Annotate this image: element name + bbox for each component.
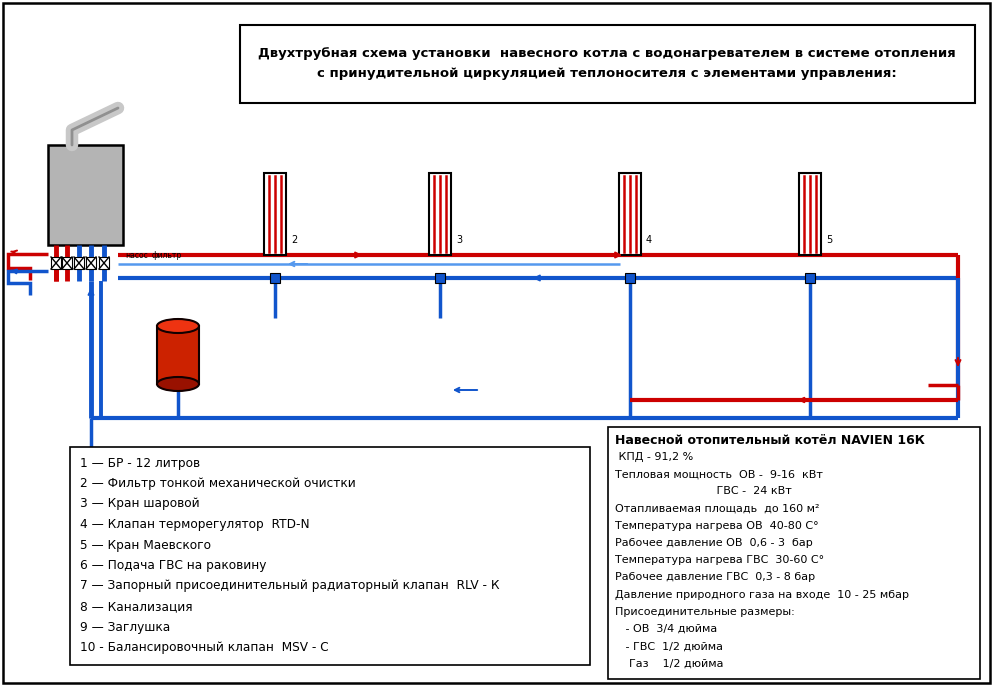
Bar bbox=[157, 326, 199, 384]
Text: MASTERGRAO: MASTERGRAO bbox=[413, 517, 566, 536]
Text: 6 — Подача ГВС на раковину: 6 — Подача ГВС на раковину bbox=[80, 559, 266, 572]
Ellipse shape bbox=[157, 377, 199, 391]
Bar bbox=[619, 173, 641, 255]
Text: насос: насос bbox=[125, 252, 148, 261]
Text: Тепловая мощность  ОВ -  9-16  кВт: Тепловая мощность ОВ - 9-16 кВт bbox=[615, 469, 823, 480]
Bar bbox=[429, 173, 451, 255]
Text: 1 — БР - 12 литров: 1 — БР - 12 литров bbox=[80, 456, 201, 469]
Bar bbox=[270, 273, 280, 283]
Text: 7 — Запорный присоединительный радиаторный клапан  RLV - К: 7 — Запорный присоединительный радиаторн… bbox=[80, 580, 499, 593]
Text: Температура нагрева ГВС  30-60 С°: Температура нагрева ГВС 30-60 С° bbox=[615, 555, 824, 565]
Bar bbox=[62, 257, 72, 269]
Text: Рабочее давление ГВС  0,3 - 8 бар: Рабочее давление ГВС 0,3 - 8 бар bbox=[615, 572, 815, 582]
Text: КПД - 91,2 %: КПД - 91,2 % bbox=[615, 452, 693, 462]
Text: - ГВС  1/2 дюйма: - ГВС 1/2 дюйма bbox=[615, 641, 723, 651]
Text: 2 — Фильтр тонкой механической очистки: 2 — Фильтр тонкой механической очистки bbox=[80, 477, 355, 490]
Text: 4 — Клапан терморегулятор  RTD-N: 4 — Клапан терморегулятор RTD-N bbox=[80, 518, 310, 531]
Text: 5 — Кран Маевского: 5 — Кран Маевского bbox=[80, 539, 211, 552]
Text: Газ    1/2 дюйма: Газ 1/2 дюйма bbox=[615, 659, 724, 668]
Text: ГВС -  24 кВт: ГВС - 24 кВт bbox=[615, 486, 791, 497]
Text: Присоединительные размеры:: Присоединительные размеры: bbox=[615, 607, 794, 617]
Text: Давление природного газа на входе  10 - 25 мбар: Давление природного газа на входе 10 - 2… bbox=[615, 589, 909, 600]
Bar bbox=[805, 273, 815, 283]
Text: - ОВ  3/4 дюйма: - ОВ 3/4 дюйма bbox=[615, 624, 717, 634]
Text: город мастеров: город мастеров bbox=[438, 541, 542, 554]
Bar bbox=[86, 257, 96, 269]
Text: 3: 3 bbox=[456, 235, 462, 245]
Bar bbox=[435, 273, 445, 283]
Text: 10 - Балансировочный клапан  MSV - С: 10 - Балансировочный клапан MSV - С bbox=[80, 641, 329, 654]
Text: 8 — Канализация: 8 — Канализация bbox=[80, 600, 193, 613]
Text: 3 — Кран шаровой: 3 — Кран шаровой bbox=[80, 497, 200, 510]
Text: 4: 4 bbox=[646, 235, 652, 245]
Text: фильтр: фильтр bbox=[152, 252, 183, 261]
Bar bbox=[70, 447, 590, 665]
Text: 5: 5 bbox=[826, 235, 832, 245]
Bar bbox=[99, 257, 109, 269]
Bar bbox=[48, 145, 123, 245]
Text: Температура нагрева ОВ  40-80 С°: Температура нагрева ОВ 40-80 С° bbox=[615, 521, 818, 531]
Text: 2: 2 bbox=[291, 235, 297, 245]
Ellipse shape bbox=[157, 319, 199, 333]
Bar bbox=[51, 257, 61, 269]
Text: Отапливаемая площадь  до 160 м²: Отапливаемая площадь до 160 м² bbox=[615, 504, 819, 514]
Bar bbox=[240, 25, 975, 103]
Bar bbox=[625, 273, 635, 283]
Text: Рабочее давление ОВ  0,6 - 3  бар: Рабочее давление ОВ 0,6 - 3 бар bbox=[615, 538, 812, 548]
Bar bbox=[74, 257, 84, 269]
Text: Навесной отопительный котёл NAVIEN 16К: Навесной отопительный котёл NAVIEN 16К bbox=[615, 434, 924, 447]
Text: 9 — Заглушка: 9 — Заглушка bbox=[80, 621, 170, 633]
Bar bbox=[264, 173, 286, 255]
Bar bbox=[799, 173, 821, 255]
Text: Двухтрубная схема установки  навесного котла с водонагревателем в системе отопле: Двухтрубная схема установки навесного ко… bbox=[258, 47, 956, 80]
Bar bbox=[608, 427, 980, 679]
